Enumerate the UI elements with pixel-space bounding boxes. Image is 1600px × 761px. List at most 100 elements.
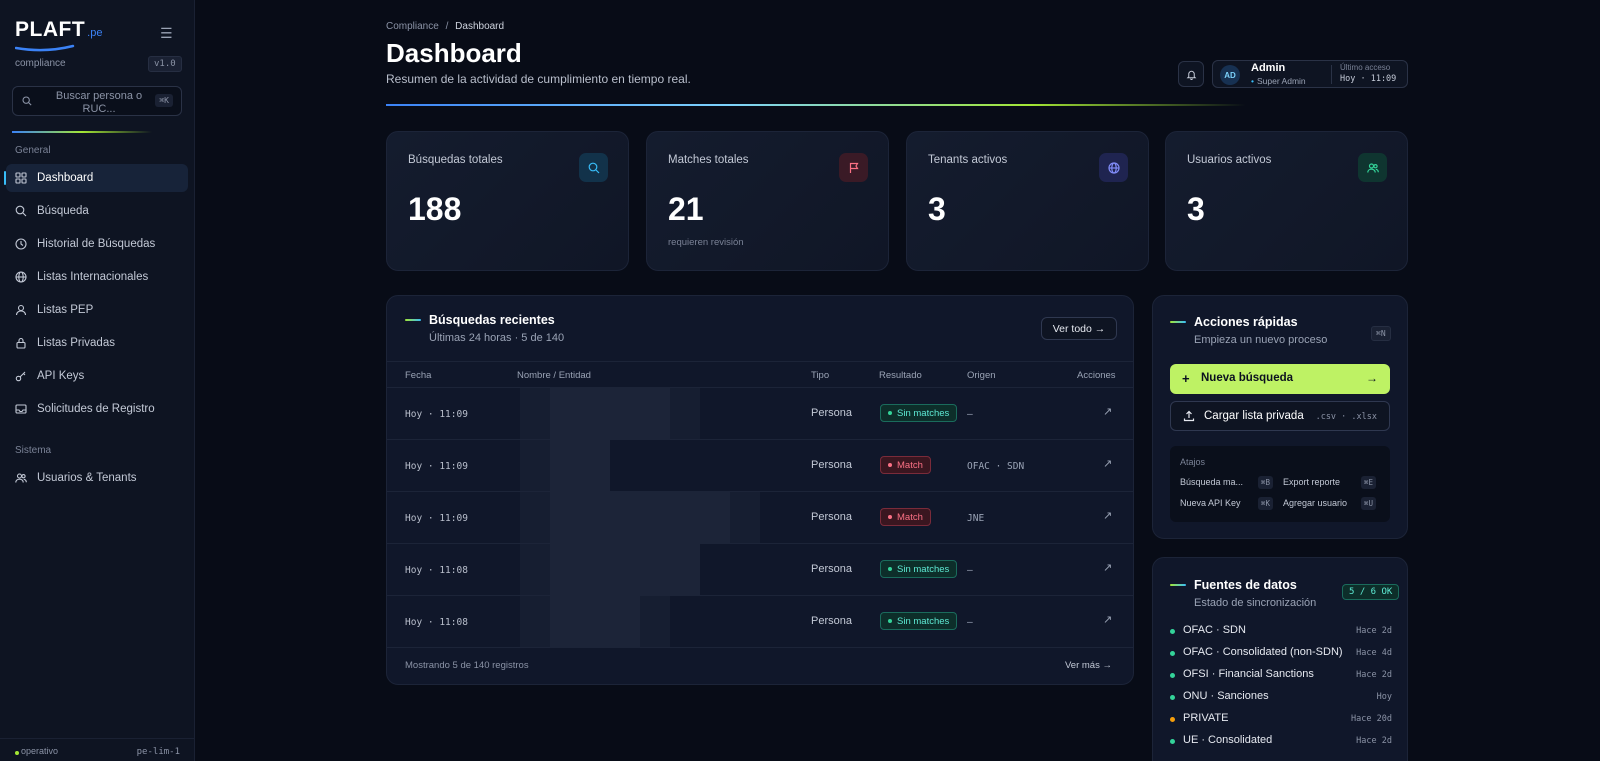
clock-icon [15, 238, 27, 250]
source-row[interactable]: OFAC · Consolidated (non-SDN) Hace 4d [1170, 646, 1392, 662]
panel-subtitle: Estado de sincronización [1194, 597, 1317, 609]
grid-icon [15, 172, 27, 184]
column-header: Resultado [879, 370, 922, 381]
view-all-button[interactable]: Ver todo → [1041, 317, 1117, 340]
open-row-icon[interactable]: ↗ [1103, 510, 1113, 522]
sidebar-item-usuarios-tenants[interactable]: Usuarios & Tenants [6, 464, 188, 492]
stat-label: Usuarios activos [1187, 154, 1272, 166]
user-menu[interactable]: AD Admin Super Admin Último acceso Hoy ·… [1212, 60, 1408, 88]
plus-icon: + [1182, 371, 1190, 386]
shortcut-label[interactable]: Agregar usuario [1283, 498, 1348, 508]
page-subtitle: Resumen de la actividad de cumplimiento … [386, 72, 691, 86]
globe-icon [1107, 161, 1120, 174]
source-name: UE · Consolidated [1183, 734, 1273, 746]
sidebar-item-busqueda[interactable]: Búsqueda [6, 197, 188, 225]
shortcut-key: ⌘K [1258, 497, 1274, 510]
sidebar-item-api-keys[interactable]: API Keys [6, 362, 188, 390]
section-system: Sistema [15, 445, 52, 456]
stat-card-matches: Matches totales 21 requieren revisión [646, 131, 889, 271]
source-row[interactable]: OFAC · SDN Hace 2d [1170, 624, 1392, 640]
row-type: Persona [811, 459, 852, 471]
data-sources-panel: Fuentes de datos Estado de sincronizació… [1152, 557, 1408, 761]
row-type: Persona [811, 563, 852, 575]
lock-icon [16, 337, 26, 349]
globe-icon [15, 271, 27, 283]
open-row-icon[interactable]: ↗ [1103, 406, 1113, 418]
source-name: OFAC · Consolidated (non-SDN) [1183, 646, 1343, 658]
search-icon [15, 205, 27, 217]
result-badge: Match [880, 508, 931, 526]
sources-status-badge: 5 / 6 OK [1342, 584, 1400, 600]
source-row[interactable]: ONU · Sanciones Hoy [1170, 690, 1392, 706]
last-access-label: Último acceso [1340, 63, 1391, 72]
source-name: ONU · Sanciones [1183, 690, 1269, 702]
shortcut-label[interactable]: Nueva API Key [1180, 498, 1241, 508]
shortcut-label[interactable]: Export reporte [1283, 477, 1341, 487]
sidebar-search[interactable]: Buscar persona o RUC... ⌘K [12, 86, 182, 116]
sidebar-item-dashboard[interactable]: Dashboard [4, 164, 188, 192]
source-time: Hace 20d [1351, 714, 1392, 724]
open-row-icon[interactable]: ↗ [1103, 614, 1113, 626]
source-row[interactable]: UE · Consolidated Hace 2d [1170, 734, 1392, 750]
row-type: Persona [811, 407, 852, 419]
column-header: Origen [967, 370, 996, 381]
section-general: General [15, 145, 51, 156]
stat-icon-box [1099, 153, 1128, 182]
source-row[interactable]: PRIVATE Hace 20d [1170, 712, 1392, 728]
notifications-button[interactable] [1178, 61, 1204, 87]
open-row-icon[interactable]: ↗ [1103, 458, 1113, 470]
status-dot-icon [15, 751, 19, 755]
row-type: Persona [811, 511, 852, 523]
source-row[interactable]: OFSI · Financial Sanctions Hace 2d [1170, 668, 1392, 684]
sidebar-item-listas-internacionales[interactable]: Listas Internacionales [6, 263, 188, 291]
sidebar-item-solicitudes[interactable]: Solicitudes de Registro [6, 395, 188, 423]
stat-label: Matches totales [668, 154, 749, 166]
shortcut-label[interactable]: Búsqueda ma... [1180, 477, 1244, 487]
table-row[interactable]: Hoy · 11:09 Persona Match OFAC · SDN ↗ [387, 440, 1133, 492]
user-card-divider [1331, 65, 1332, 84]
new-search-button[interactable]: + Nueva búsqueda → [1170, 364, 1390, 394]
stat-value: 3 [1187, 191, 1205, 227]
menu-toggle-icon[interactable]: ☰ [160, 25, 173, 41]
source-time: Hoy [1376, 692, 1392, 702]
button-label: Cargar lista privada [1204, 410, 1304, 422]
search-shortcut: ⌘K [155, 94, 173, 107]
sidebar-item-listas-pep[interactable]: Listas PEP [6, 296, 188, 324]
breadcrumb-parent[interactable]: Compliance [386, 21, 439, 32]
users-icon [1366, 162, 1379, 173]
table-row[interactable]: Hoy · 11:09 Persona Sin matches — ↗ [387, 388, 1133, 440]
row-origin: — [967, 409, 973, 420]
stat-value: 21 [668, 191, 704, 227]
stat-icon-box [1358, 153, 1387, 182]
status-dot-icon [1170, 717, 1175, 722]
panel-accent [405, 319, 421, 321]
column-header: Tipo [811, 370, 830, 381]
table-row[interactable]: Hoy · 11:09 Persona Match JNE ↗ [387, 492, 1133, 544]
upload-icon [1183, 410, 1195, 422]
table-row[interactable]: Hoy · 11:08 Persona Sin matches — ↗ [387, 544, 1133, 596]
sidebar-item-label: Dashboard [37, 172, 94, 184]
logo[interactable]: PLAFT .pe [15, 18, 102, 52]
flag-icon [849, 162, 859, 173]
sidebar-item-listas-privadas[interactable]: Listas Privadas [6, 329, 188, 357]
search-icon [22, 96, 32, 106]
system-status: operativo [21, 746, 59, 756]
logo-text: PLAFT [15, 18, 86, 41]
sidebar-item-label: Listas PEP [37, 304, 94, 316]
user-name: Admin [1251, 62, 1286, 74]
status-dot-icon [1170, 629, 1175, 634]
open-row-icon[interactable]: ↗ [1103, 562, 1113, 574]
status-dot-icon [1170, 651, 1175, 656]
stat-sub: requieren revisión [668, 237, 744, 248]
status-dot-icon [1170, 739, 1175, 744]
sidebar-item-label: Listas Privadas [37, 337, 115, 349]
sidebar-item-historial[interactable]: Historial de Búsquedas [6, 230, 188, 258]
quick-actions-panel: Acciones rápidas Empieza un nuevo proces… [1152, 295, 1408, 539]
result-badge: Match [880, 456, 931, 474]
upload-list-button[interactable]: Cargar lista privada .csv · .xlsx [1170, 401, 1390, 431]
column-header: Acciones [1077, 370, 1116, 381]
panel-title: Fuentes de datos [1194, 578, 1297, 592]
row-origin: JNE [967, 513, 985, 524]
view-more-link[interactable]: Ver más → [1065, 660, 1112, 671]
table-row[interactable]: Hoy · 11:08 Persona Sin matches — ↗ [387, 596, 1133, 648]
